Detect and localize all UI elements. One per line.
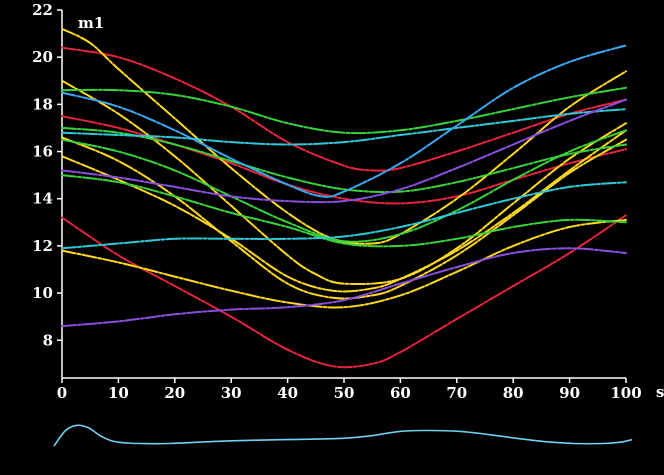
x-tick-label: 0 <box>57 384 67 402</box>
series-line-12 <box>61 126 627 194</box>
series-line-1 <box>61 214 627 369</box>
series-layer <box>61 27 627 369</box>
x-tick-label: 20 <box>164 384 185 402</box>
series-line-2 <box>61 46 627 172</box>
x-tick-label: 70 <box>446 384 467 402</box>
y-tick-label: 22 <box>32 1 53 19</box>
series-line-11 <box>61 174 627 248</box>
y-tick-label: 16 <box>32 143 53 161</box>
x-tick-label: 30 <box>221 384 242 402</box>
y-tick-label: 20 <box>32 48 53 66</box>
series-line-10 <box>61 129 627 243</box>
series-line-17 <box>61 247 627 328</box>
y-tick-label: 8 <box>43 331 53 349</box>
series-line-9 <box>61 86 627 135</box>
x-tick-label: 80 <box>503 384 524 402</box>
y-tick-label: 18 <box>32 95 53 113</box>
x-axis-ticks: 0 10 20 30 40 50 60 70 80 90 100 <box>57 378 642 402</box>
series-line-13 <box>61 108 627 146</box>
y-tick-label: 10 <box>32 284 53 302</box>
chart-title: m1 <box>78 14 104 32</box>
x-tick-label: 40 <box>277 384 298 402</box>
series-line-14 <box>61 181 627 250</box>
y-tick-label: 12 <box>32 237 53 255</box>
series-line-3 <box>61 115 627 205</box>
series-line-8 <box>61 218 627 309</box>
x-axis-unit-label: s <box>656 383 664 401</box>
series-line-15 <box>61 44 627 198</box>
bottom-trace-layer <box>53 424 633 447</box>
x-tick-label: 60 <box>390 384 411 402</box>
series-line-16 <box>61 98 627 204</box>
y-tick-label: 14 <box>32 190 53 208</box>
bottom-trace-line <box>53 424 633 447</box>
x-tick-label: 50 <box>334 384 355 402</box>
x-tick-label: 100 <box>610 384 641 402</box>
x-tick-label: 10 <box>108 384 129 402</box>
series-line-7 <box>61 129 627 293</box>
y-axis-ticks: 8 10 12 14 16 18 20 22 <box>32 1 62 349</box>
x-tick-label: 90 <box>559 384 580 402</box>
